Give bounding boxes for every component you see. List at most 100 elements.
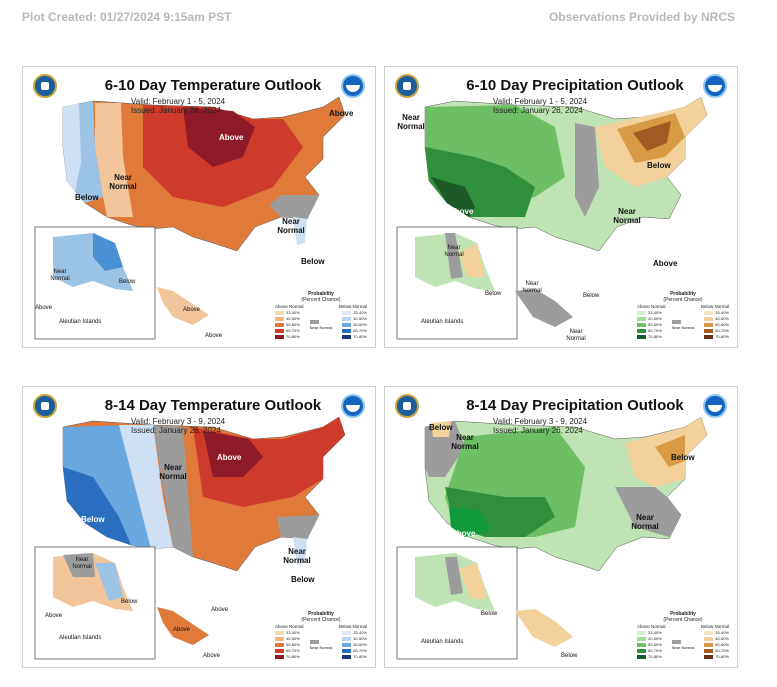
alaska-cold bbox=[95, 563, 123, 601]
precipitation-outlook-8-14-panel: 8-14 Day Precipitation Outlook Valid: Fe… bbox=[384, 386, 738, 668]
legend-range: 70-80% bbox=[286, 654, 300, 659]
map-label: Above bbox=[45, 613, 63, 619]
map-label: Near Normal bbox=[444, 245, 464, 258]
map-label: Near Normal bbox=[451, 433, 479, 451]
map-label: Near Normal bbox=[522, 281, 542, 294]
valid-dates: Valid: February 3 - 9, 2024 bbox=[493, 417, 588, 426]
map-label: Aleutian Islands bbox=[421, 319, 464, 325]
issued-date: Issued: January 26, 2024 bbox=[131, 106, 221, 115]
doc-seal-icon bbox=[395, 74, 419, 98]
doc-seal-icon bbox=[33, 74, 57, 98]
map-label: Below bbox=[81, 515, 105, 524]
legend-range: 40-50% bbox=[286, 316, 300, 321]
legend-range: 70-80% bbox=[715, 654, 729, 659]
legend-near-normal: Near Normal bbox=[671, 645, 695, 650]
noaa-logo-icon bbox=[703, 394, 727, 418]
legend-above-head: Above Normal bbox=[637, 304, 666, 309]
near-normal-southeast bbox=[269, 195, 319, 219]
hawaii-inset bbox=[515, 289, 573, 327]
precipitation-outlook-6-10-map bbox=[396, 96, 708, 340]
map-label: Near Normal bbox=[277, 217, 305, 235]
legend-range: 70-80% bbox=[353, 654, 367, 659]
map-label: Near Normal bbox=[566, 329, 586, 342]
issued-date: Issued: January 26, 2024 bbox=[493, 106, 583, 115]
observations-credit-text: Observations Provided by NRCS bbox=[548, 10, 735, 24]
map-label: Above bbox=[203, 653, 221, 659]
legend-range: 60-70% bbox=[715, 648, 729, 653]
map-label: Below bbox=[647, 161, 671, 170]
alaska-near-normal bbox=[63, 553, 95, 577]
legend-subtitle: (Percent Chance) bbox=[301, 297, 341, 303]
legend-range: 60-70% bbox=[353, 648, 367, 653]
map-label: Below bbox=[485, 291, 502, 297]
legend-below-head: Below Normal bbox=[700, 304, 729, 309]
legend-range: 40-50% bbox=[353, 636, 367, 641]
legend-range: 70-80% bbox=[648, 334, 662, 339]
alaska-dry bbox=[459, 563, 487, 599]
probability-legend: Probability (Percent Chance) Above Norma… bbox=[637, 611, 729, 659]
dry-likely-region bbox=[655, 435, 685, 467]
alaska-cold-core bbox=[93, 233, 123, 271]
precipitation-outlook-8-14-map bbox=[396, 416, 708, 660]
alaska-near-normal bbox=[445, 557, 463, 595]
cold-region-core bbox=[63, 467, 131, 545]
panel-title: 8-14 Day Temperature Outlook bbox=[104, 397, 322, 414]
legend-title: Probability bbox=[670, 291, 696, 297]
doc-seal-icon bbox=[33, 394, 57, 418]
legend-below-head: Below Normal bbox=[338, 624, 367, 629]
noaa-logo-icon bbox=[341, 394, 365, 418]
legend-above-head: Above Normal bbox=[275, 624, 304, 629]
near-normal-southeast bbox=[615, 487, 681, 537]
legend-range: 50-60% bbox=[648, 322, 662, 327]
map-label: Aleutian Islands bbox=[59, 319, 102, 325]
map-label: Near Normal bbox=[283, 547, 311, 565]
legend-range: 70-80% bbox=[648, 654, 662, 659]
legend-range: 33-40% bbox=[353, 310, 367, 315]
legend-subtitle: (Percent Chance) bbox=[663, 617, 703, 623]
map-label: Above bbox=[35, 305, 53, 311]
map-label: Above bbox=[219, 133, 244, 142]
legend-range: 33-40% bbox=[715, 630, 729, 635]
map-label: Near Normal bbox=[50, 269, 70, 282]
legend-title: Probability bbox=[308, 291, 334, 297]
map-label: Below bbox=[301, 257, 325, 266]
map-label: Near Normal bbox=[397, 113, 425, 131]
map-label: Above bbox=[173, 627, 191, 633]
legend-range: 60-70% bbox=[353, 328, 367, 333]
legend-near-normal: Near Normal bbox=[671, 325, 695, 330]
map-label: Above bbox=[449, 207, 474, 216]
temperature-outlook-8-14-panel: 8-14 Day Temperature Outlook Valid: Febr… bbox=[22, 386, 376, 668]
legend-below-head: Below Normal bbox=[338, 304, 367, 309]
panel-title: 6-10 Day Temperature Outlook bbox=[104, 77, 322, 94]
legend-near-normal: Near Normal bbox=[309, 325, 333, 330]
legend-range: 50-60% bbox=[715, 322, 729, 327]
doc-seal-icon bbox=[395, 394, 419, 418]
legend-range: 40-50% bbox=[286, 636, 300, 641]
map-label: Above bbox=[183, 307, 201, 313]
plot-created-text: Plot Created: 01/27/2024 9:15am PST bbox=[22, 10, 232, 24]
legend-range: 50-60% bbox=[715, 642, 729, 647]
legend-range: 50-60% bbox=[286, 322, 300, 327]
wet-very-high-region bbox=[431, 177, 475, 217]
map-label: Below bbox=[291, 575, 315, 584]
map-label: Above bbox=[451, 529, 476, 538]
map-label: Above bbox=[217, 453, 242, 462]
probability-legend: Probability (Percent Chance) Above Norma… bbox=[275, 611, 367, 659]
dry-high-region bbox=[633, 121, 671, 151]
cold-region-coast bbox=[63, 103, 81, 191]
temperature-outlook-6-10-map bbox=[34, 96, 346, 340]
legend-title: Probability bbox=[308, 611, 334, 617]
map-label: Above bbox=[211, 607, 229, 613]
legend-near-normal: Near Normal bbox=[309, 645, 333, 650]
legend-above-head: Above Normal bbox=[637, 624, 666, 629]
legend-title: Probability bbox=[670, 611, 696, 617]
map-label: Near Normal bbox=[631, 513, 659, 531]
map-label: Above bbox=[653, 259, 678, 268]
map-label: Below bbox=[561, 653, 578, 659]
map-label: Below bbox=[119, 279, 136, 285]
alaska-near-normal bbox=[445, 233, 463, 279]
valid-dates: Valid: February 3 - 9, 2024 bbox=[131, 417, 226, 426]
below-florida bbox=[293, 537, 307, 565]
hawaii-inset bbox=[157, 607, 209, 645]
noaa-logo-icon bbox=[341, 74, 365, 98]
